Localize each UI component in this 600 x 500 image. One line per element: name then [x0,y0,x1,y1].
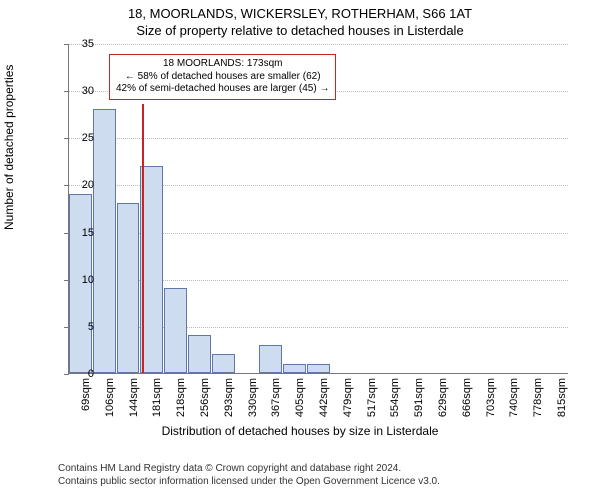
xtick-label: 69sqm [80,378,92,422]
x-axis-label: Distribution of detached houses by size … [0,424,600,438]
credits-line1: Contains HM Land Registry data © Crown c… [58,462,440,475]
xtick-label: 218sqm [175,378,187,422]
xtick-label: 666sqm [461,378,473,422]
xtick-label: 517sqm [366,378,378,422]
xtick-label: 330sqm [247,378,259,422]
histogram-bar [140,166,163,373]
grid-line [69,44,568,45]
histogram-bar [307,364,330,373]
chart-title-line2: Size of property relative to detached ho… [0,21,600,38]
ytick-label: 25 [68,132,94,144]
ytick-label: 20 [68,179,94,191]
histogram-bar [188,335,211,373]
xtick-label: 367sqm [270,378,282,422]
y-axis-label: Number of detached properties [2,65,16,230]
xtick-label: 479sqm [342,378,354,422]
histogram-bar [164,288,187,373]
xtick-label: 740sqm [508,378,520,422]
histogram-bar [283,364,306,373]
xtick-label: 554sqm [389,378,401,422]
xtick-label: 778sqm [532,378,544,422]
ytick-label: 10 [68,274,94,286]
xtick-label: 815sqm [556,378,568,422]
annotation-line1: 18 MOORLANDS: 173sqm [116,58,329,71]
credits: Contains HM Land Registry data © Crown c… [58,462,440,488]
ytick-label: 5 [68,321,94,333]
xtick-label: 256sqm [199,378,211,422]
xtick-label: 591sqm [413,378,425,422]
xtick-label: 144sqm [128,378,140,422]
chart-area: 18 MOORLANDS: 173sqm ← 58% of detached h… [40,44,570,414]
credits-line2: Contains public sector information licen… [58,475,440,488]
xtick-label: 106sqm [104,378,116,422]
histogram-bar [117,203,140,373]
xtick-label: 442sqm [318,378,330,422]
annotation-line3: 42% of semi-detached houses are larger (… [116,83,329,96]
histogram-bar [259,345,282,373]
marker-line [142,104,144,373]
ytick-label: 15 [68,227,94,239]
histogram-bar [212,354,235,373]
annotation-line2: ← 58% of detached houses are smaller (62… [116,71,329,84]
xtick-label: 181sqm [151,378,163,422]
chart-title-line1: 18, MOORLANDS, WICKERSLEY, ROTHERHAM, S6… [0,0,600,21]
xtick-label: 703sqm [485,378,497,422]
xtick-label: 405sqm [294,378,306,422]
xtick-label: 293sqm [223,378,235,422]
xtick-label: 629sqm [437,378,449,422]
ytick-label: 30 [68,85,94,97]
annotation-box: 18 MOORLANDS: 173sqm ← 58% of detached h… [109,54,336,100]
plot-region: 18 MOORLANDS: 173sqm ← 58% of detached h… [68,44,568,374]
ytick-label: 35 [68,38,94,50]
grid-line [69,138,568,139]
histogram-bar [93,109,116,373]
